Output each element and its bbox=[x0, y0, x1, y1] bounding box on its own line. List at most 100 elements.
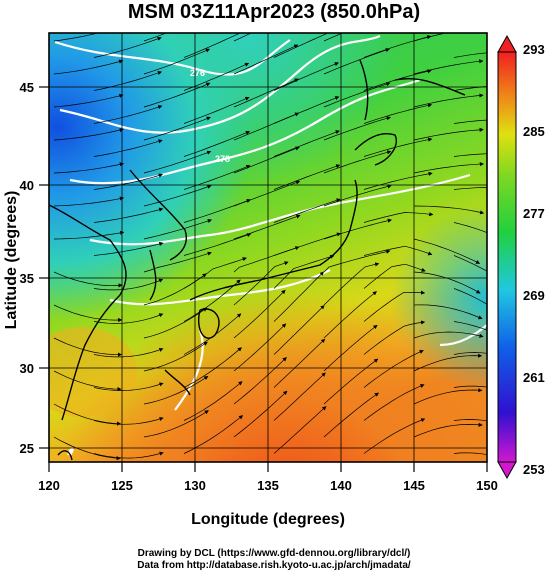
y-tick-label: 40 bbox=[20, 178, 34, 193]
streamline bbox=[453, 222, 487, 234]
streamline bbox=[363, 137, 433, 157]
streamline bbox=[93, 173, 163, 190]
contour-label: 278 bbox=[215, 154, 230, 164]
streamline bbox=[273, 130, 340, 157]
streamline bbox=[453, 452, 487, 456]
streamline bbox=[183, 279, 241, 322]
streamline bbox=[413, 331, 484, 339]
streamline bbox=[53, 403, 122, 426]
streamline bbox=[413, 422, 483, 438]
streamline bbox=[453, 153, 487, 157]
y-tick-label: 25 bbox=[20, 441, 34, 456]
streamline bbox=[413, 93, 484, 108]
streamline bbox=[93, 382, 164, 391]
streamline bbox=[413, 238, 481, 264]
streamline bbox=[233, 390, 288, 438]
streamline bbox=[233, 323, 287, 372]
streamline bbox=[93, 36, 162, 58]
streamline bbox=[233, 146, 300, 174]
streamline bbox=[413, 271, 481, 294]
contour-label: 276 bbox=[190, 68, 205, 78]
x-tick-label: 145 bbox=[403, 478, 425, 493]
y-tick-label: 45 bbox=[20, 80, 34, 95]
streamline bbox=[413, 205, 485, 215]
streamline bbox=[53, 370, 122, 392]
streamline bbox=[143, 33, 168, 42]
colorbar bbox=[497, 34, 517, 480]
streamline bbox=[53, 162, 124, 174]
streamline bbox=[93, 105, 163, 124]
streamline bbox=[93, 313, 164, 324]
streamline bbox=[53, 304, 123, 323]
colorbar-max-arrow bbox=[497, 34, 517, 53]
colorbar-label: 293 bbox=[523, 42, 545, 57]
streamline bbox=[53, 33, 100, 42]
streamline bbox=[413, 353, 483, 372]
streamline bbox=[53, 271, 123, 288]
streamline bbox=[53, 196, 125, 207]
streamline bbox=[363, 320, 426, 355]
streamline bbox=[323, 392, 379, 438]
x-tick-label: 125 bbox=[111, 478, 133, 493]
streamline bbox=[93, 416, 164, 425]
streamline bbox=[93, 70, 163, 91]
colorbar-label: 261 bbox=[523, 370, 545, 385]
streamline bbox=[53, 436, 121, 461]
streamline bbox=[233, 44, 299, 75]
streamline bbox=[93, 139, 163, 157]
streamline bbox=[453, 255, 487, 272]
streamline bbox=[93, 241, 164, 256]
x-tick-label: 150 bbox=[476, 478, 498, 493]
streamline bbox=[143, 376, 209, 405]
streamline bbox=[323, 33, 344, 42]
map-title: MSM 03Z11Apr2023 (850.0hPa) bbox=[127, 1, 421, 23]
streamline bbox=[323, 249, 391, 273]
streamline bbox=[453, 86, 487, 91]
streamline bbox=[183, 381, 243, 421]
streamline bbox=[453, 119, 487, 124]
streamline bbox=[323, 358, 379, 405]
colorbar-label: 285 bbox=[523, 124, 545, 139]
streamline bbox=[363, 171, 433, 190]
streamline bbox=[453, 385, 487, 388]
streamline bbox=[233, 357, 287, 405]
y-tick-label: 30 bbox=[20, 361, 34, 376]
streamline bbox=[453, 352, 487, 355]
credit-drawing: Drawing by DCL (https://www.gfd-dennou.o… bbox=[137, 548, 411, 559]
streamline bbox=[183, 347, 242, 388]
colorbar-label: 269 bbox=[523, 288, 545, 303]
streamline bbox=[143, 251, 212, 273]
streamline bbox=[93, 347, 164, 358]
streamline bbox=[233, 246, 300, 273]
streamline bbox=[143, 273, 207, 306]
x-tick-label: 120 bbox=[38, 478, 60, 493]
x-tick-label: 135 bbox=[257, 478, 279, 493]
streamline bbox=[453, 419, 487, 422]
streamline bbox=[143, 150, 212, 174]
streamline bbox=[143, 48, 211, 75]
colorbar-label: 277 bbox=[523, 206, 545, 221]
streamline bbox=[363, 384, 425, 421]
streamline bbox=[453, 288, 487, 305]
streamline bbox=[93, 278, 164, 291]
streamline bbox=[323, 324, 378, 372]
streamline bbox=[273, 198, 341, 223]
streamline bbox=[273, 372, 326, 421]
streamline bbox=[363, 35, 432, 58]
x-axis-label: Longitude (degrees) bbox=[191, 511, 345, 528]
streamline bbox=[143, 307, 208, 339]
streamline bbox=[413, 388, 483, 405]
tick-marks bbox=[39, 86, 488, 472]
y-axis-label: Latitude (degrees) bbox=[3, 190, 20, 330]
streamline bbox=[143, 82, 211, 108]
streamline bbox=[363, 290, 426, 322]
streamline bbox=[233, 78, 299, 108]
y-tick-label: 35 bbox=[20, 271, 34, 286]
streamline bbox=[413, 304, 483, 320]
streamline bbox=[323, 262, 380, 306]
streamline bbox=[413, 127, 484, 141]
streamline bbox=[453, 187, 487, 190]
colorbar-min-arrow bbox=[497, 461, 517, 480]
streamline bbox=[143, 116, 211, 141]
x-tick-label: 140 bbox=[330, 478, 352, 493]
